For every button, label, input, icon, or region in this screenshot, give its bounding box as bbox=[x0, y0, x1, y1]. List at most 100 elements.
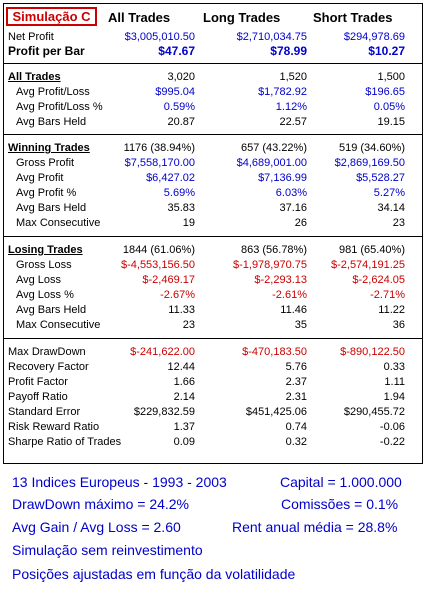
row-label: Max DrawDown bbox=[8, 346, 86, 358]
row-avg-profit-loss-pct: Avg Profit/Loss % 0.59% 1.12% 0.05% bbox=[4, 101, 422, 114]
value-all: $47.67 bbox=[158, 44, 195, 58]
row-avg-loss-pct: Avg Loss % -2.67% -2.61% -2.71% bbox=[4, 289, 422, 302]
row-profit-per-bar: Profit per Bar $47.67 $78.99 $10.27 bbox=[4, 45, 422, 58]
row-avg-loss: Avg Loss $-2,469.17 $-2,293.13 $-2,624.0… bbox=[4, 274, 422, 287]
value-short: $294,978.69 bbox=[343, 31, 405, 43]
value-long: $1,782.92 bbox=[258, 86, 307, 98]
value-short: 1.11 bbox=[384, 376, 405, 388]
value-short: 19.15 bbox=[377, 116, 405, 128]
value-all: $229,832.59 bbox=[133, 406, 195, 418]
value-short: 1,500 bbox=[377, 71, 405, 83]
value-all: 1176 (38.94%) bbox=[123, 142, 195, 154]
row-losing-trades: Losing Trades 1844 (61.06%) 863 (56.78%)… bbox=[4, 244, 422, 257]
divider bbox=[4, 338, 422, 339]
value-long: 5.76 bbox=[285, 361, 307, 373]
row-recovery-factor: Recovery Factor 12.44 5.76 0.33 bbox=[4, 361, 422, 374]
value-short: $-890,122.50 bbox=[340, 346, 405, 358]
row-label: Profit per Bar bbox=[8, 44, 85, 58]
value-short: $196.65 bbox=[365, 86, 405, 98]
value-all: $7,558,170.00 bbox=[124, 157, 195, 169]
value-short: 0.33 bbox=[383, 361, 405, 373]
value-all: 35.83 bbox=[167, 202, 195, 214]
row-label: Avg Loss % bbox=[16, 289, 74, 301]
value-short: -0.22 bbox=[379, 436, 405, 448]
value-all: $-4,553,156.50 bbox=[120, 259, 195, 271]
header-short-trades: Short Trades bbox=[313, 10, 393, 25]
value-short: $10.27 bbox=[368, 44, 405, 58]
summary-indices-period: 13 Indices Europeus - 1993 - 2003 bbox=[12, 474, 227, 490]
value-short: $5,528.27 bbox=[356, 172, 405, 184]
row-profit-factor: Profit Factor 1.66 2.37 1.11 bbox=[4, 376, 422, 389]
row-label: Avg Bars Held bbox=[16, 304, 87, 316]
value-long: 0.74 bbox=[285, 421, 307, 433]
value-all: -2.67% bbox=[160, 289, 195, 301]
value-long: $-470,183.50 bbox=[242, 346, 307, 358]
value-long: 1.12% bbox=[275, 101, 307, 113]
value-long: 2.37 bbox=[285, 376, 307, 388]
row-label: Avg Bars Held bbox=[16, 116, 87, 128]
value-long: 35 bbox=[294, 319, 307, 331]
row-label: Risk Reward Ratio bbox=[8, 421, 100, 433]
value-long: $451,425.06 bbox=[245, 406, 307, 418]
header-long-trades: Long Trades bbox=[203, 10, 281, 25]
row-label: Avg Bars Held bbox=[16, 202, 87, 214]
divider bbox=[4, 134, 422, 135]
header-all-trades: All Trades bbox=[108, 10, 171, 25]
value-all: 1.66 bbox=[173, 376, 195, 388]
row-avg-profit-pct: Avg Profit % 5.69% 6.03% 5.27% bbox=[4, 187, 422, 200]
row-max-drawdown: Max DrawDown $-241,622.00 $-470,183.50 $… bbox=[4, 346, 422, 359]
value-all: $-241,622.00 bbox=[130, 346, 195, 358]
value-short: $290,455.72 bbox=[343, 406, 405, 418]
value-long: 863 (56.78%) bbox=[240, 244, 307, 256]
value-short: 11.22 bbox=[378, 304, 405, 316]
row-label: Recovery Factor bbox=[8, 361, 89, 373]
value-all: 3,020 bbox=[167, 71, 195, 83]
row-label: Avg Profit bbox=[16, 172, 64, 184]
value-short: 519 (34.60%) bbox=[338, 142, 405, 154]
row-label: Avg Profit % bbox=[16, 187, 77, 199]
row-winning-trades: Winning Trades 1176 (38.94%) 657 (43.22%… bbox=[4, 142, 422, 155]
row-label: Sharpe Ratio of Trades bbox=[8, 436, 122, 448]
row-payoff-ratio: Payoff Ratio 2.14 2.31 1.94 bbox=[4, 391, 422, 404]
value-long: 37.16 bbox=[279, 202, 307, 214]
value-all: 12.44 bbox=[167, 361, 195, 373]
value-long: $-2,293.13 bbox=[254, 274, 307, 286]
row-label: Max Consecutive bbox=[16, 319, 101, 331]
divider bbox=[4, 63, 422, 64]
value-long: 6.03% bbox=[275, 187, 307, 199]
value-all: $6,427.02 bbox=[146, 172, 195, 184]
row-gross-profit: Gross Profit $7,558,170.00 $4,689,001.00… bbox=[4, 157, 422, 170]
value-long: 11.46 bbox=[280, 304, 307, 316]
value-all: $-2,469.17 bbox=[142, 274, 195, 286]
row-avg-bars-held: Avg Bars Held 11.33 11.46 11.22 bbox=[4, 304, 422, 317]
value-long: 1,520 bbox=[279, 71, 307, 83]
value-all: 11.33 bbox=[168, 304, 195, 316]
row-gross-loss: Gross Loss $-4,553,156.50 $-1,978,970.75… bbox=[4, 259, 422, 272]
value-all: 1.37 bbox=[173, 421, 195, 433]
row-max-consecutive: Max Consecutive 23 35 36 bbox=[4, 319, 422, 332]
value-all: 5.69% bbox=[163, 187, 195, 199]
value-long: 2.31 bbox=[285, 391, 307, 403]
summary-avg-gain-loss: Avg Gain / Avg Loss = 2.60 bbox=[12, 519, 181, 535]
row-net-profit: Net Profit $3,005,010.50 $2,710,034.75 $… bbox=[4, 31, 422, 44]
row-avg-profit: Avg Profit $6,427.02 $7,136.99 $5,528.27 bbox=[4, 172, 422, 185]
value-all: $3,005,010.50 bbox=[124, 31, 195, 43]
row-label: Net Profit bbox=[8, 31, 54, 43]
value-long: 657 (43.22%) bbox=[240, 142, 307, 154]
value-short: 36 bbox=[392, 319, 405, 331]
value-long: $2,710,034.75 bbox=[236, 31, 307, 43]
value-all: 1844 (61.06%) bbox=[122, 244, 195, 256]
value-short: 981 (65.40%) bbox=[338, 244, 405, 256]
row-max-consecutive: Max Consecutive 19 26 23 bbox=[4, 217, 422, 230]
value-short: $-2,624.05 bbox=[352, 274, 405, 286]
value-long: 22.57 bbox=[279, 116, 307, 128]
row-avg-bars-held: Avg Bars Held 35.83 37.16 34.14 bbox=[4, 202, 422, 215]
row-all-trades: All Trades 3,020 1,520 1,500 bbox=[4, 71, 422, 84]
row-label: Gross Profit bbox=[16, 157, 75, 169]
summary-annual-return: Rent anual média = 28.8% bbox=[232, 519, 398, 535]
value-all: 20.87 bbox=[167, 116, 195, 128]
row-label: Profit Factor bbox=[8, 376, 68, 388]
value-long: 0.32 bbox=[285, 436, 307, 448]
value-short: $2,869,169.50 bbox=[334, 157, 405, 169]
section-title-winning-trades: Winning Trades bbox=[8, 142, 90, 154]
